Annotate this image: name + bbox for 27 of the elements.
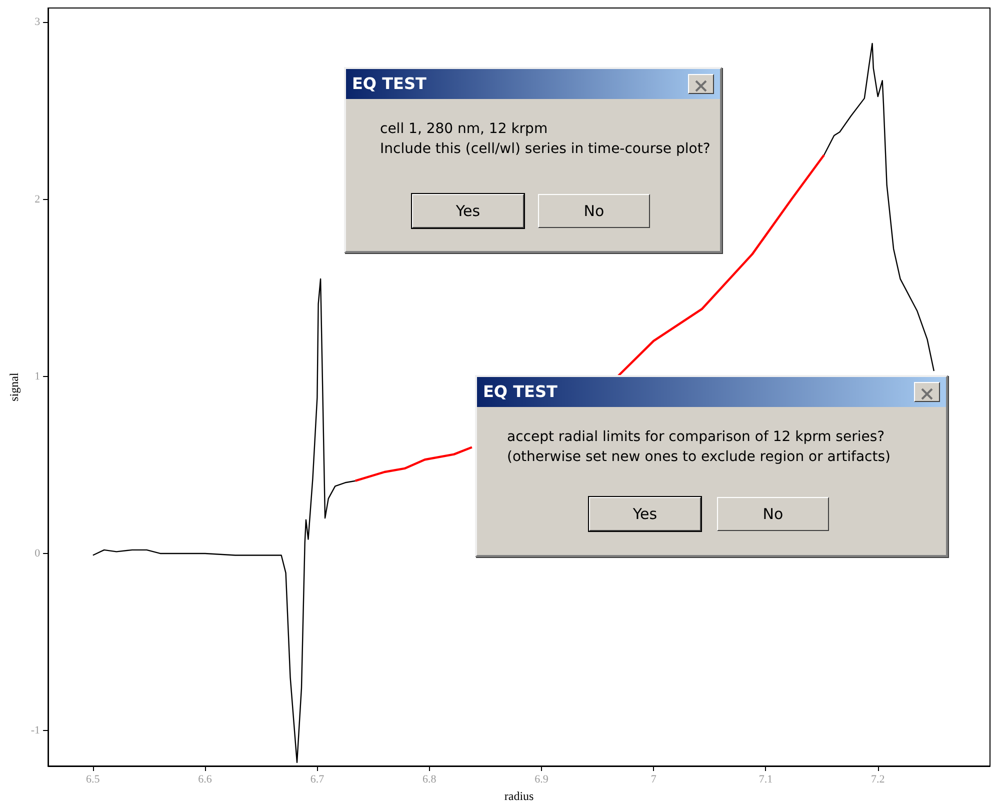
y-tick-label: 1 (34, 370, 40, 382)
button: Yes (589, 497, 701, 531)
x-tick-label: 6.9 (534, 774, 549, 786)
button: No (538, 194, 650, 228)
dialog-box: EQ TEST accept radial limits for comparison of 12 kprm series? (otherwise set new ones to exclude region or artifacts) Yes No (475, 375, 948, 557)
annotation: accept radial limits for comparison of 12 kprm series? (507, 428, 886, 447)
x-tick-label: 6.6 (198, 774, 212, 786)
annotation: cell 1, 280 nm, 12 krpm (380, 120, 549, 139)
y-axis-title: signal (7, 372, 21, 402)
x-tick-label: 7.1 (758, 774, 773, 786)
annotation: EQ TEST (346, 69, 720, 99)
x-tick-label: 6.7 (310, 774, 325, 786)
button: Yes (412, 194, 524, 228)
y-tick-label: 3 (34, 16, 41, 28)
annotation: EQ TEST (477, 377, 946, 407)
x-tick-label: 7.2 (870, 774, 885, 786)
annotation: (otherwise set new ones to exclude region or artifacts) (507, 448, 892, 467)
y-tick-label: 2 (34, 193, 40, 206)
button: No (717, 497, 829, 531)
x-tick-label: 6.5 (86, 774, 100, 786)
y-tick-label: 0 (34, 547, 41, 560)
dialog-box: EQ TEST cell 1, 280 nm, 12 krpm Include this (cell/wl) series in time-course plot? Yes No (344, 67, 722, 253)
x-axis-title: radius (504, 789, 534, 803)
y-tick-label: -1 (30, 724, 40, 737)
x-tick-label: 6.8 (422, 774, 437, 786)
x-tick-label: 7 (650, 774, 657, 786)
annotation: Include this (cell/wl) series in time-course plot? (380, 140, 712, 159)
